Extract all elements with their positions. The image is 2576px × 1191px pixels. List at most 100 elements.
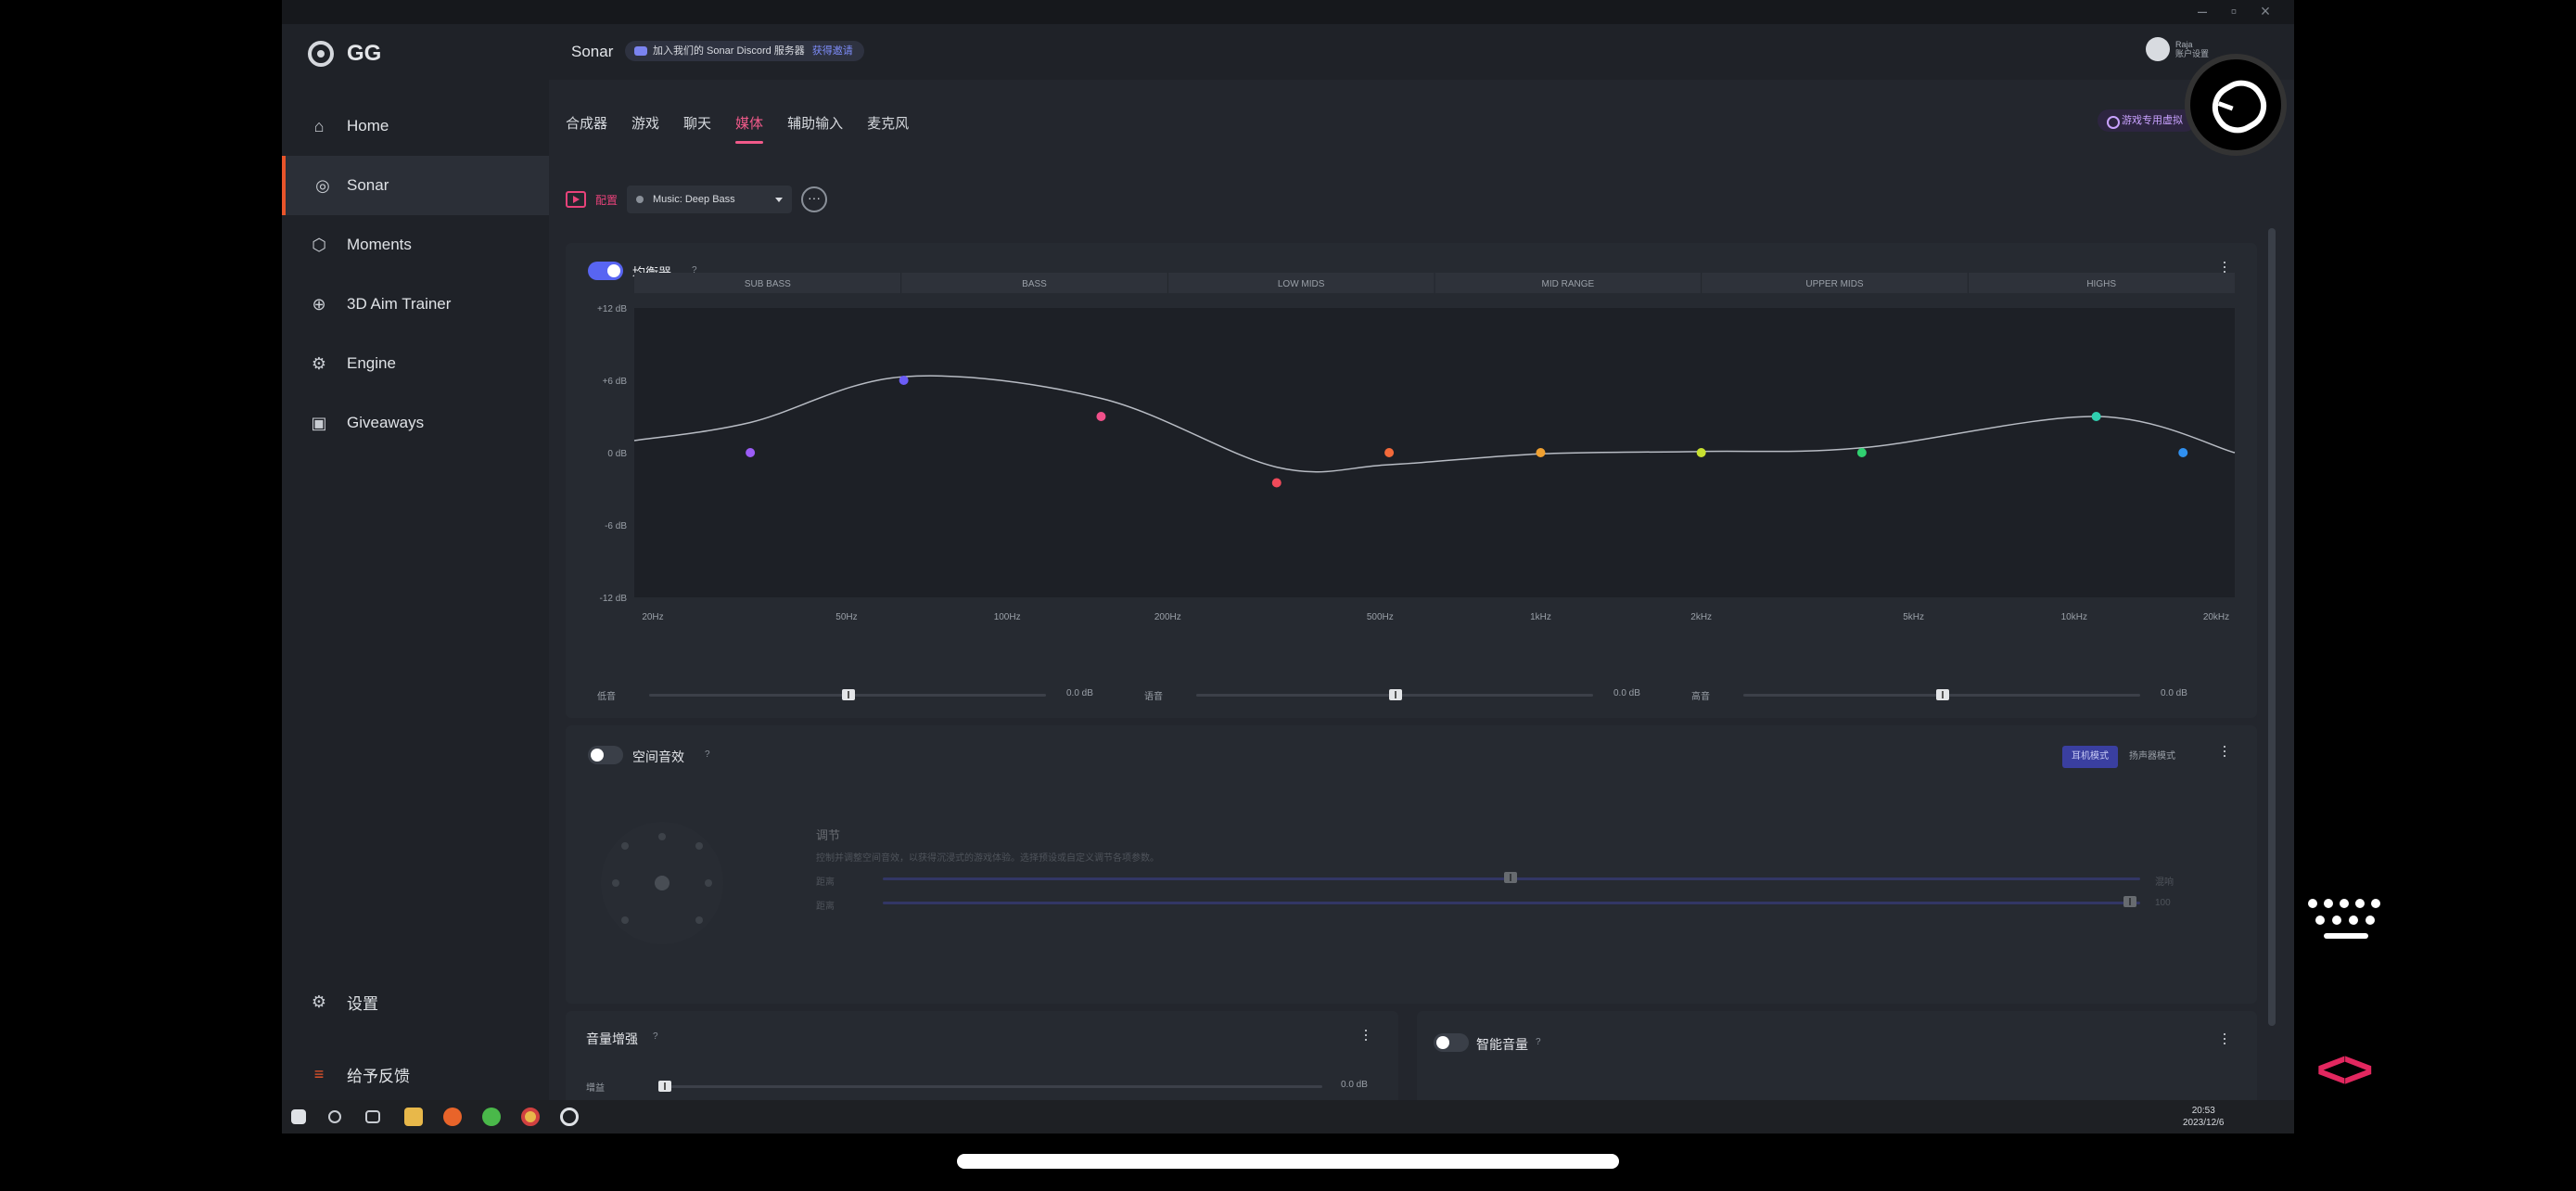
app-green-icon[interactable] bbox=[482, 1108, 501, 1126]
tab-aux[interactable]: 辅助输入 bbox=[787, 116, 844, 132]
user-info[interactable]: Raja 账户设置 bbox=[2175, 40, 2209, 58]
maximize-icon[interactable]: ▫ bbox=[2230, 2, 2238, 20]
file-explorer-icon[interactable] bbox=[404, 1108, 423, 1126]
home-indicator[interactable] bbox=[957, 1154, 1619, 1169]
discord-banner[interactable]: 加入我们的 Sonar Discord 服务器 获得邀请 bbox=[625, 41, 864, 61]
bass-slider-value: 0.0 dB bbox=[1066, 688, 1093, 698]
bass-slider-label: 低音 bbox=[597, 692, 616, 702]
band-label: HIGHS bbox=[2086, 279, 2116, 289]
eq-band-point[interactable] bbox=[1856, 448, 1867, 457]
gain-slider-label: 增益 bbox=[586, 1083, 605, 1094]
eq-plot-area bbox=[634, 308, 2235, 597]
gain-slider-thumb[interactable] bbox=[658, 1081, 671, 1092]
title-bar: – ▫ × bbox=[282, 0, 2294, 24]
top-bar: Sonar 加入我们的 Sonar Discord 服务器 获得邀请 Raja 账… bbox=[549, 24, 2294, 80]
help-icon[interactable]: ? bbox=[692, 265, 697, 275]
avatar[interactable] bbox=[2146, 37, 2170, 61]
windows-start-icon[interactable] bbox=[291, 1109, 306, 1124]
tab-media[interactable]: 媒体 bbox=[735, 113, 764, 144]
game-mode-pill[interactable]: 游戏专用虚拟 bbox=[2098, 109, 2196, 132]
mouse-mode-button[interactable] bbox=[2185, 54, 2287, 156]
taskbar-clock[interactable]: 20:53 2023/12/6 bbox=[2183, 1105, 2225, 1129]
discord-invite-link[interactable]: 获得邀请 bbox=[811, 45, 853, 57]
voice-slider-thumb[interactable] bbox=[1389, 689, 1402, 700]
eq-band-point[interactable] bbox=[1696, 448, 1706, 457]
voice-slider-value: 0.0 dB bbox=[1613, 688, 1640, 698]
minimize-icon[interactable]: – bbox=[2197, 2, 2207, 20]
band-label: MID RANGE bbox=[1541, 279, 1594, 289]
room-slider-track[interactable] bbox=[883, 902, 2140, 904]
eq-band-point[interactable] bbox=[1096, 412, 1106, 421]
eq-band-point[interactable] bbox=[2178, 448, 2188, 457]
page-title: Sonar bbox=[571, 43, 614, 60]
scrollbar[interactable] bbox=[2268, 228, 2276, 1026]
help-icon[interactable]: ? bbox=[653, 1031, 658, 1042]
smart-volume-toggle[interactable] bbox=[1434, 1033, 1469, 1052]
room-slider-thumb[interactable] bbox=[2123, 896, 2136, 907]
equalizer-toggle[interactable] bbox=[588, 262, 623, 280]
x-tick-label: 10kHz bbox=[2061, 612, 2087, 622]
steelseries-gg-icon[interactable] bbox=[560, 1108, 579, 1126]
treble-slider-thumb[interactable] bbox=[1936, 689, 1949, 700]
eq-band-point[interactable] bbox=[746, 448, 756, 457]
account-settings-link: 账户设置 bbox=[2175, 49, 2210, 58]
gain-slider-value: 0.0 dB bbox=[1341, 1080, 1368, 1090]
sidebar-item-aim-trainer[interactable]: ⊕ 3D Aim Trainer bbox=[282, 275, 549, 334]
x-tick-label: 50Hz bbox=[835, 612, 857, 622]
spatial-menu-icon[interactable]: · · · bbox=[2222, 736, 2227, 764]
eq-chart[interactable]: SUB BASS BASS LOW MIDS MID RANGE UPPER MIDS H… bbox=[566, 243, 2257, 718]
distance-slider-track[interactable] bbox=[883, 877, 2140, 880]
mouse-icon bbox=[2203, 71, 2276, 142]
sidebar-item-label: 给予反馈 bbox=[347, 1067, 410, 1085]
headphone-mode-button[interactable]: 耳机模式 bbox=[2062, 746, 2118, 768]
tab-chat[interactable]: 聊天 bbox=[683, 116, 712, 132]
chrome-icon[interactable] bbox=[521, 1108, 540, 1126]
search-icon[interactable] bbox=[328, 1110, 341, 1123]
smart-volume-menu-icon[interactable]: · · · bbox=[2222, 1024, 2227, 1052]
tab-mixer[interactable]: 合成器 bbox=[566, 116, 608, 132]
brand-name: GG bbox=[347, 41, 382, 66]
equalizer-menu-icon[interactable]: · · · bbox=[2222, 252, 2227, 280]
help-icon[interactable]: ? bbox=[705, 749, 710, 760]
boost-menu-icon[interactable]: · · · bbox=[1363, 1020, 1369, 1048]
close-icon[interactable]: × bbox=[2260, 2, 2271, 20]
preset-dropdown[interactable]: Music: Deep Bass bbox=[627, 186, 793, 213]
bass-slider-thumb[interactable] bbox=[842, 689, 855, 700]
sidebar-item-settings[interactable]: ⚙ 设置 bbox=[282, 976, 549, 1028]
keyboard-icon[interactable] bbox=[2303, 896, 2387, 948]
sidebar-item-moments[interactable]: ⬡ Moments bbox=[282, 215, 549, 275]
eq-band-point[interactable] bbox=[1384, 448, 1395, 457]
toggle-knob bbox=[1436, 1036, 1449, 1049]
task-view-icon[interactable] bbox=[365, 1110, 380, 1123]
logo: GG bbox=[308, 41, 381, 67]
sidebar-item-engine[interactable]: ⚙ Engine bbox=[282, 334, 549, 393]
app-window: – ▫ × GG ⌂ Home ◎ Sonar ⬡ Moments ⊕ 3D A… bbox=[282, 0, 2294, 1133]
eq-band-point[interactable] bbox=[899, 376, 909, 385]
code-brackets-icon[interactable]: <> bbox=[2316, 1040, 2373, 1098]
help-icon[interactable]: ? bbox=[1536, 1037, 1541, 1047]
distance-slider-thumb[interactable] bbox=[1504, 872, 1517, 883]
sidebar-item-label: Moments bbox=[347, 236, 412, 253]
eq-curve bbox=[633, 375, 2236, 473]
scrollbar-thumb[interactable] bbox=[2268, 228, 2276, 1026]
settings-gear-icon: ⚙ bbox=[311, 992, 327, 1011]
tab-bar: 合成器 游戏 聊天 媒体 辅助输入 麦克风 bbox=[566, 113, 909, 144]
eq-band-point[interactable] bbox=[2091, 412, 2101, 421]
eq-band-point[interactable] bbox=[1536, 448, 1546, 457]
speaker-mode-button[interactable]: 扬声器模式 bbox=[2129, 751, 2175, 762]
x-tick-label: 20Hz bbox=[642, 612, 663, 622]
eq-band-point[interactable] bbox=[1271, 478, 1282, 488]
more-options-icon[interactable]: ··· bbox=[801, 186, 828, 212]
sidebar-item-sonar[interactable]: ◎ Sonar bbox=[282, 156, 549, 215]
band-label: UPPER MIDS bbox=[1805, 279, 1864, 289]
tab-microphone[interactable]: 麦克风 bbox=[867, 116, 910, 132]
sidebar-item-giveaways[interactable]: ▣ Giveaways bbox=[282, 393, 549, 453]
sidebar-item-home[interactable]: ⌂ Home bbox=[282, 96, 549, 156]
spatial-audio-toggle[interactable] bbox=[588, 746, 623, 764]
tab-game[interactable]: 游戏 bbox=[631, 116, 660, 132]
spatial-dial[interactable] bbox=[597, 818, 727, 948]
aim-trainer-icon: ⊕ bbox=[312, 295, 326, 314]
gain-slider-track[interactable] bbox=[658, 1085, 1322, 1088]
sidebar-item-feedback[interactable]: ≡ 给予反馈 bbox=[282, 1048, 549, 1100]
firefox-icon[interactable] bbox=[443, 1108, 462, 1126]
